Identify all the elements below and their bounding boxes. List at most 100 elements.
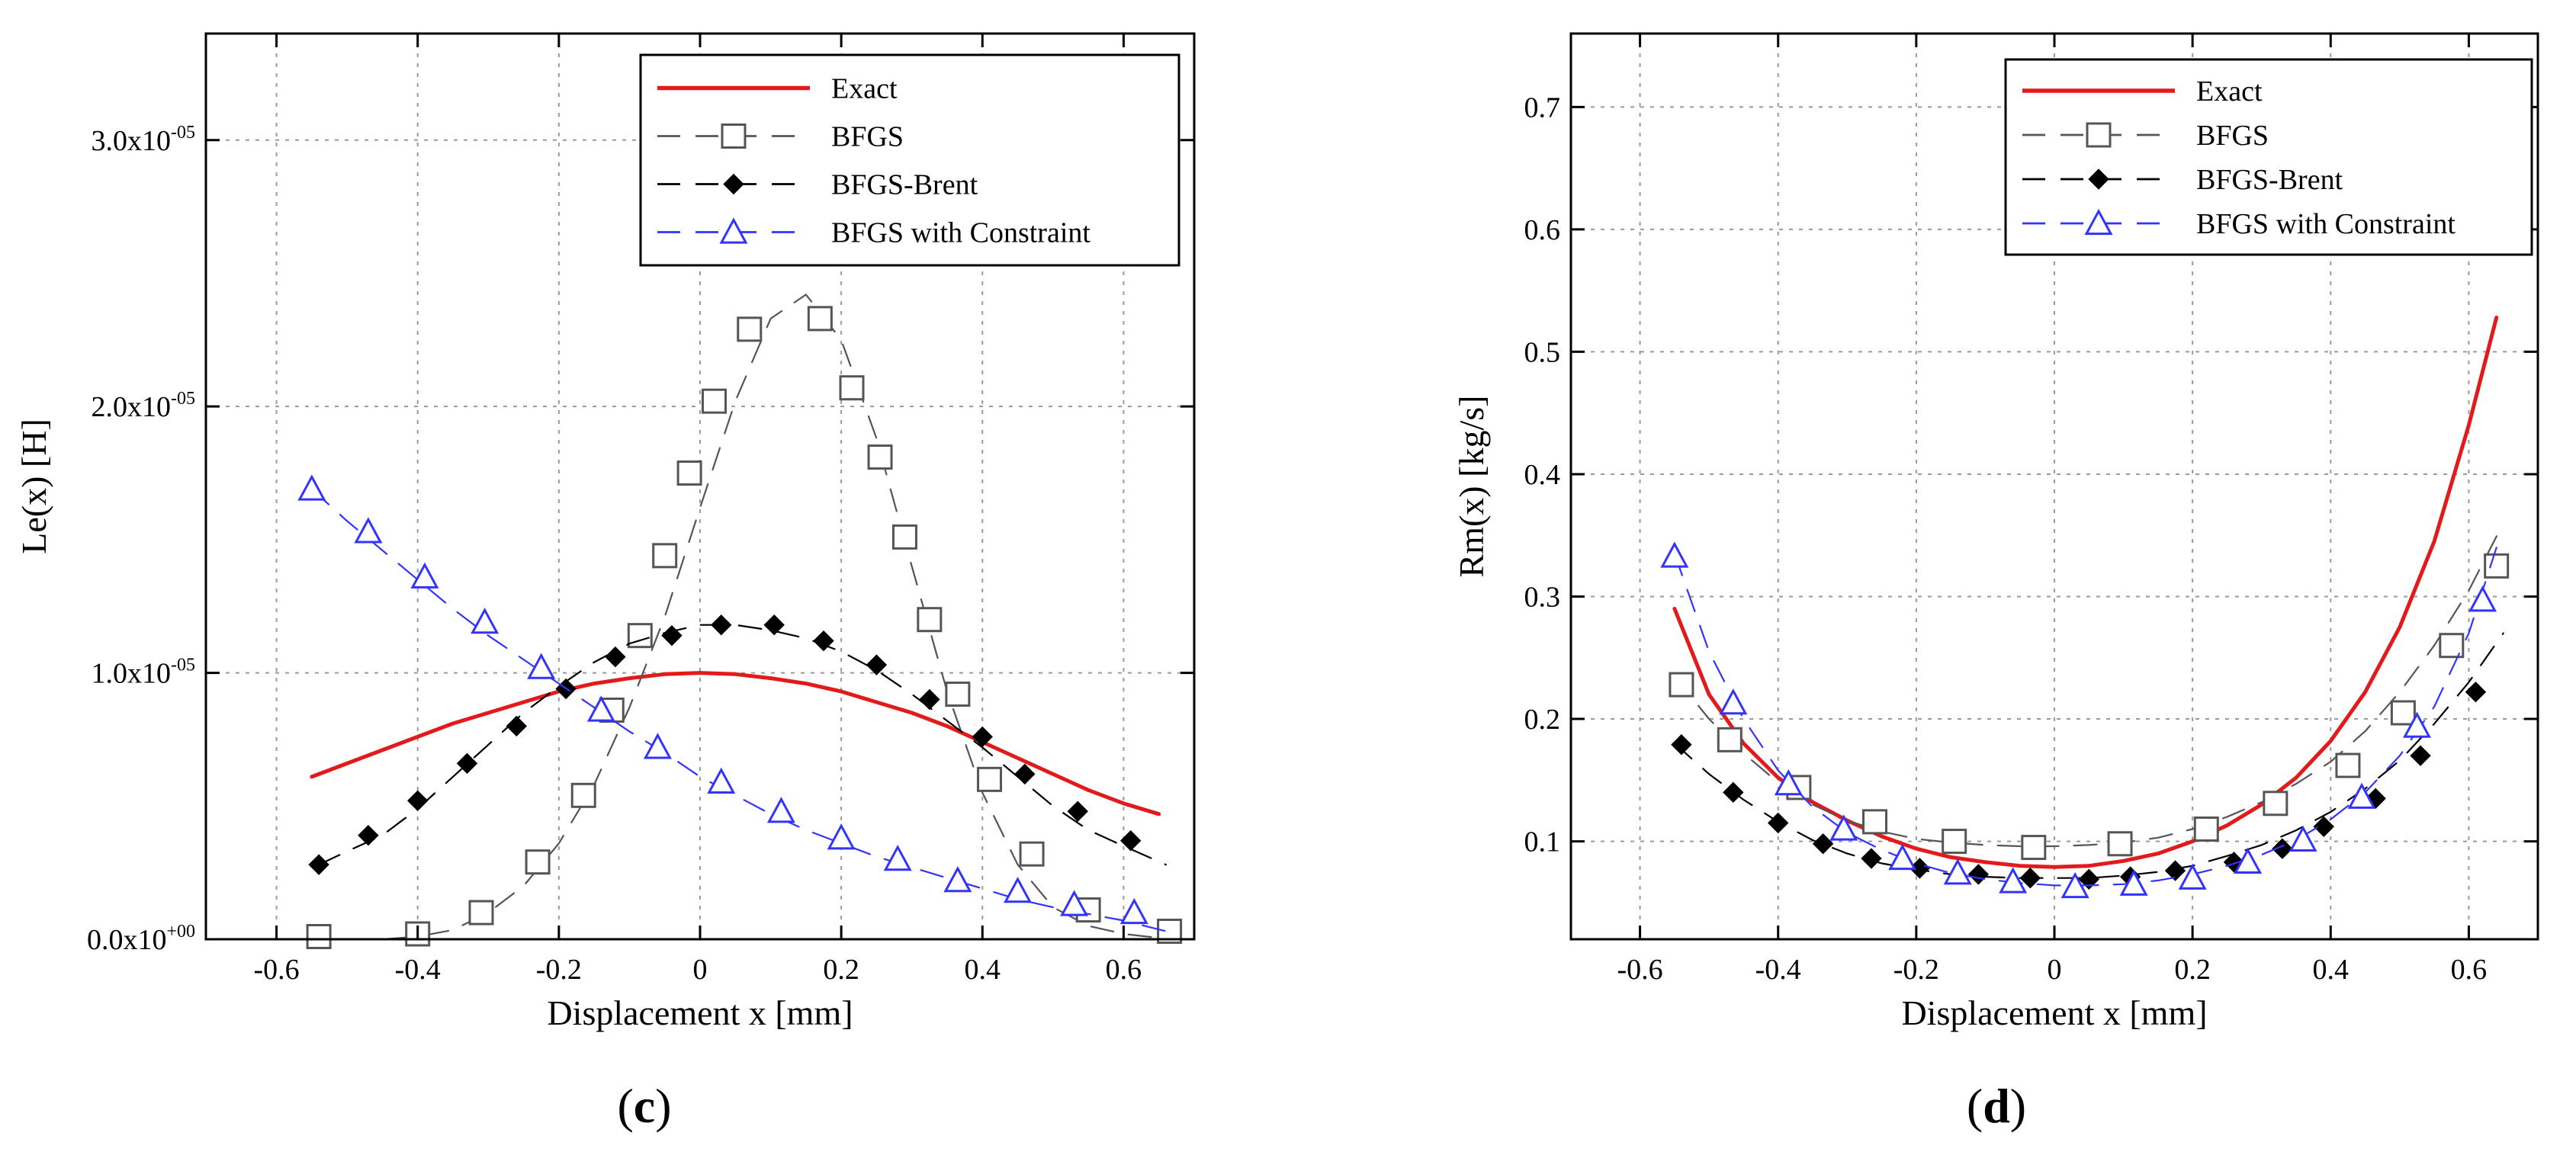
data-point: [2410, 745, 2431, 766]
data-point: [2234, 847, 2263, 874]
data-point: [2107, 831, 2133, 857]
y-tick-label: 0.2: [1524, 704, 1561, 736]
legend-label: BFGS-Brent: [831, 169, 978, 201]
y-tick-label: 1.0x10-05: [92, 656, 196, 690]
data-point: [707, 767, 736, 794]
legend-item: BFGS: [657, 121, 904, 153]
data-point: [407, 790, 429, 812]
data-point: [2465, 682, 2487, 703]
data-point: [945, 682, 971, 707]
x-tick-label: 0.6: [2451, 954, 2488, 986]
data-point: [506, 715, 528, 737]
series-line: [1673, 632, 2504, 879]
data-point: [866, 654, 888, 675]
series-bfgs: [306, 294, 1183, 950]
data-point: [977, 766, 1003, 792]
data-point: [883, 845, 912, 871]
data-point: [807, 306, 833, 332]
data-point: [702, 388, 728, 414]
y-tick-label: 2.0x10-05: [92, 389, 196, 423]
data-point: [525, 849, 551, 875]
data-point: [471, 608, 499, 634]
legend-item: BFGS: [2022, 120, 2269, 152]
legend-label: BFGS: [2196, 120, 2269, 152]
data-point: [676, 460, 702, 486]
y-tick-label: 0.6: [1524, 214, 1561, 246]
data-point: [308, 854, 329, 875]
x-tick-label: 0.2: [2174, 954, 2211, 986]
data-point: [1943, 858, 1972, 885]
data-point: [2078, 868, 2099, 890]
legend-label: BFGS: [831, 121, 904, 153]
data-point: [586, 695, 615, 722]
x-tick-label: 0.6: [1106, 954, 1142, 986]
legend-item: BFGS-Brent: [657, 169, 978, 201]
data-point: [643, 733, 672, 759]
data-point: [2335, 752, 2361, 778]
x-axis-title: Displacement x [mm]: [547, 993, 853, 1032]
data-point: [891, 524, 917, 550]
data-point: [2484, 553, 2510, 579]
data-point: [1719, 688, 1748, 715]
data-point: [2019, 868, 2041, 889]
series-line: [1673, 522, 2504, 848]
x-tick-label: -0.4: [1755, 954, 1801, 986]
data-point: [1774, 768, 1803, 796]
legend-label: BFGS with Constraint: [831, 217, 1090, 249]
data-point: [2119, 869, 2148, 896]
y-tick-label: 3.0x10-05: [92, 123, 196, 157]
legend: Exact BFGS BFGS-Brent BFGS with Constraint: [639, 53, 1180, 267]
data-point: [839, 375, 865, 401]
data-point: [711, 614, 732, 636]
data-point: [2060, 871, 2089, 899]
data-point: [2164, 860, 2186, 881]
data-point: [2402, 711, 2432, 738]
data-point: [1119, 897, 1148, 925]
y-axis-title: Le(x) [H]: [14, 419, 53, 554]
data-point: [605, 646, 626, 668]
legend-item: Exact: [657, 73, 898, 105]
data-point: [2193, 816, 2219, 842]
series-bfgs-with-constraint: [1660, 541, 2497, 899]
x-tick-label: -0.6: [253, 954, 299, 986]
legend-item: Exact: [2022, 75, 2263, 107]
legend-label: Exact: [2196, 75, 2263, 107]
data-point: [2272, 838, 2293, 859]
data-point: [1888, 843, 1917, 871]
x-tick-label: 0.4: [2313, 954, 2350, 986]
data-point: [2178, 863, 2207, 890]
data-point: [1019, 841, 1045, 867]
data-point: [306, 924, 332, 950]
legend-label: Exact: [831, 73, 898, 105]
data-point: [570, 782, 596, 808]
data-point: [867, 444, 893, 470]
legend-marker: [2088, 168, 2109, 190]
data-point: [2347, 782, 2376, 809]
data-point: [661, 624, 683, 646]
data-point: [1829, 814, 1858, 841]
y-tick-label: 0.3: [1524, 581, 1561, 613]
y-tick-exponent: -05: [171, 123, 195, 143]
series-line: [310, 671, 1161, 816]
series-exact: [310, 671, 1161, 816]
data-point: [1717, 727, 1742, 752]
data-point: [1669, 672, 1694, 698]
series-exact: [1672, 316, 2499, 869]
x-tick-label: -0.2: [536, 954, 582, 986]
legend-item: BFGS with Constraint: [657, 217, 1090, 249]
y-tick-exponent: -05: [171, 656, 195, 675]
data-point: [737, 316, 763, 342]
data-point: [1004, 876, 1033, 903]
data-point: [1660, 541, 1689, 568]
y-axis-title: Rm(x) [kg/s]: [1452, 396, 1491, 578]
data-point: [1671, 734, 1692, 756]
chart-panel-c: -0.6 -0.4 -0.2 0 0.2 0.4 0.6 0.0x10+00 1.0x10-05…: [14, 32, 1196, 1133]
data-point: [410, 562, 439, 589]
panel-label: (d): [1967, 1079, 2026, 1133]
data-point: [358, 825, 379, 846]
data-point: [1812, 833, 1834, 855]
legend: Exact BFGS BFGS-Brent BFGS with Constraint: [2004, 58, 2533, 256]
series-line: [1672, 316, 2499, 869]
data-point: [1014, 763, 1036, 785]
